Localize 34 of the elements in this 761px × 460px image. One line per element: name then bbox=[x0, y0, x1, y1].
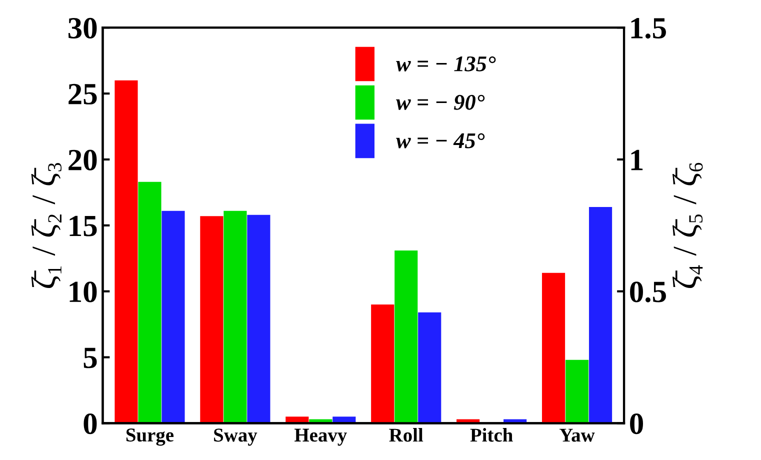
y-tick-label: 30 bbox=[68, 18, 97, 38]
y-tick-label: 25 bbox=[68, 84, 97, 104]
bar bbox=[542, 272, 566, 424]
bar bbox=[418, 312, 442, 424]
y2-tick-label: 1 bbox=[631, 150, 643, 170]
y-tick-label: 0 bbox=[84, 413, 97, 434]
y-tick-label: 20 bbox=[68, 150, 97, 170]
bar bbox=[162, 210, 185, 424]
bar bbox=[138, 182, 162, 424]
x-tick-label: Surge bbox=[126, 428, 174, 446]
legend-label: w = − 135° bbox=[396, 56, 496, 72]
y2-tick-label: 1.5 bbox=[631, 18, 666, 39]
legend-label: w = − 90° bbox=[396, 94, 485, 110]
x-tick-label: Pitch bbox=[470, 428, 513, 442]
y-axis-title: ζ̄₁ / ζ̄₂ / ζ̄₃ bbox=[31, 163, 62, 288]
bar bbox=[200, 216, 224, 424]
bar bbox=[224, 210, 247, 424]
bar bbox=[114, 80, 138, 424]
bar bbox=[371, 304, 394, 424]
bar bbox=[394, 250, 418, 424]
y-tick-label: 10 bbox=[70, 282, 97, 302]
y-tick-label: 15 bbox=[70, 216, 97, 236]
x-tick-label: Yaw bbox=[560, 428, 595, 442]
y2-tick-label: 0 bbox=[630, 413, 643, 434]
y2-tick-label: 0.5 bbox=[630, 282, 666, 302]
x-tick-label: Sway bbox=[214, 428, 258, 446]
bar bbox=[247, 214, 270, 424]
legend-label: w = − 45° bbox=[396, 133, 485, 148]
y-tick-label: 5 bbox=[84, 348, 97, 368]
y2-axis-title: ζ̄₄ / ζ̄₅ / ζ̄₆ bbox=[672, 162, 703, 288]
x-tick-label: Heavy bbox=[294, 428, 347, 446]
bar bbox=[588, 206, 612, 424]
bar bbox=[565, 360, 589, 424]
x-tick-label: Roll bbox=[389, 428, 424, 442]
